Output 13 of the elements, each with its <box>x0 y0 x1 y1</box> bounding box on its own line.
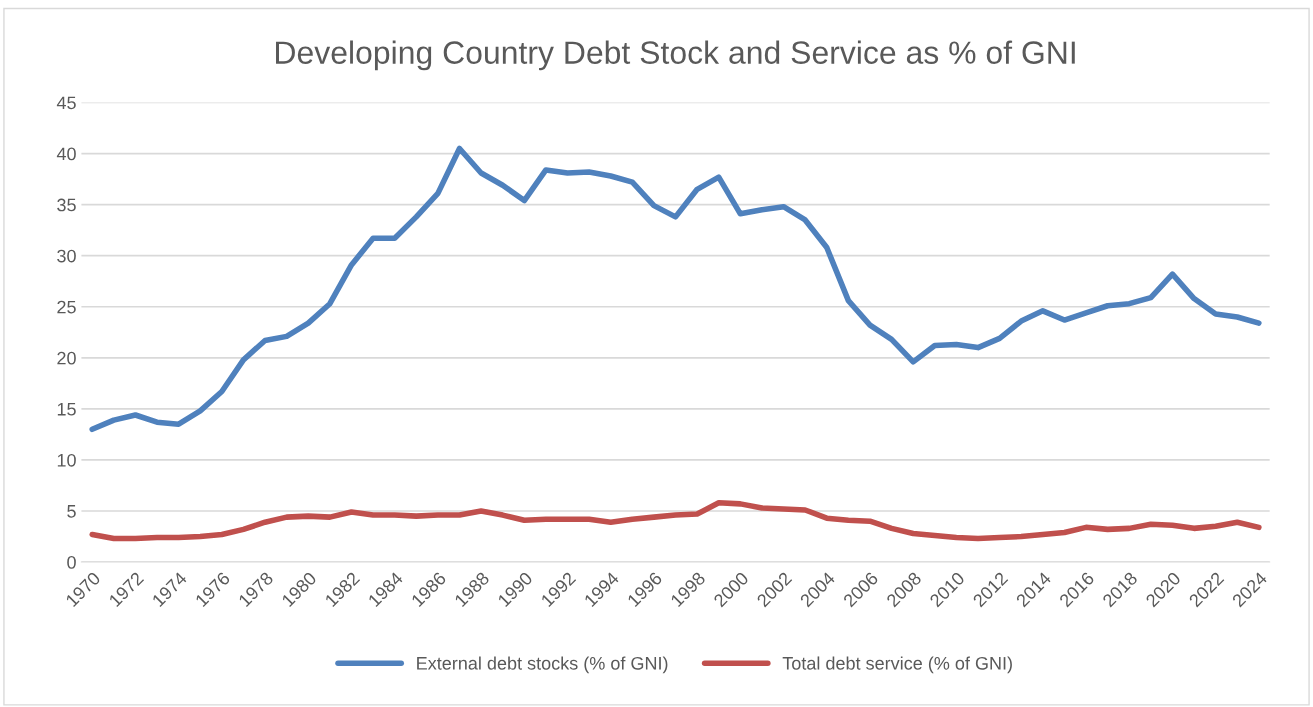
y-tick-label: 20 <box>57 351 76 365</box>
legend-label: Total debt service (% of GNI) <box>782 656 1012 674</box>
y-tick-label: 45 <box>56 96 76 110</box>
legend-label: External debt stocks (% of GNI) <box>417 656 668 674</box>
y-tick-label: 35 <box>57 198 76 212</box>
y-tick-label: 10 <box>57 453 76 467</box>
y-tick-label: 15 <box>57 403 76 416</box>
y-tick-label: 5 <box>67 505 76 518</box>
y-tick-label: 0 <box>67 556 76 569</box>
y-tick-label: 40 <box>56 147 76 161</box>
chart-title: Developing Country Debt Stock and Service as % of GNI <box>276 40 1075 71</box>
y-tick-label: 30 <box>57 249 76 263</box>
y-tick-label: 25 <box>57 300 76 314</box>
